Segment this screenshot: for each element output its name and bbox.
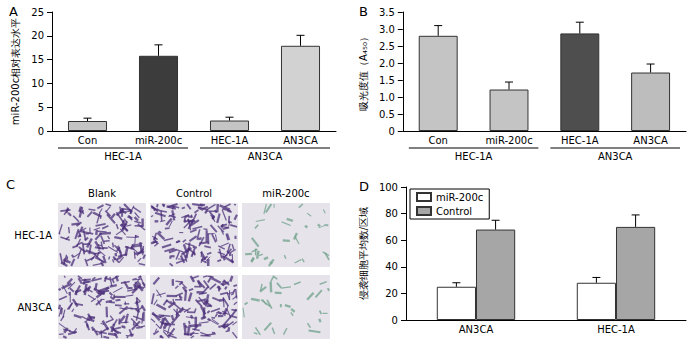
svg-text:20: 20: [31, 30, 44, 41]
svg-text:miR-200c: miR-200c: [485, 135, 532, 146]
svg-text:C: C: [6, 177, 15, 192]
svg-text:AN3CA: AN3CA: [248, 151, 283, 162]
svg-text:25: 25: [31, 7, 44, 18]
svg-text:Blank: Blank: [88, 188, 116, 199]
svg-text:miR-200c相对表达水平: miR-200c相对表达水平: [10, 18, 21, 125]
svg-text:10: 10: [31, 78, 44, 89]
svg-text:2.5: 2.5: [379, 41, 395, 52]
svg-text:Con: Con: [78, 135, 97, 146]
svg-text:AN3CA: AN3CA: [633, 135, 668, 146]
svg-text:0: 0: [392, 315, 398, 326]
svg-text:HEC-1A: HEC-1A: [211, 135, 249, 146]
svg-text:15: 15: [31, 54, 44, 65]
svg-text:60: 60: [385, 235, 398, 246]
svg-text:0.5: 0.5: [379, 109, 395, 120]
svg-text:miR-200c: miR-200c: [262, 188, 309, 199]
svg-text:A: A: [9, 4, 18, 19]
svg-text:Con: Con: [428, 135, 447, 146]
svg-text:侵袭细胞平均数/区域: 侵袭细胞平均数/区域: [358, 207, 369, 300]
svg-text:D: D: [359, 179, 369, 194]
svg-text:HEC-1A: HEC-1A: [597, 324, 635, 335]
svg-text:AN3CA: AN3CA: [459, 324, 494, 335]
svg-text:3.0: 3.0: [379, 24, 395, 35]
svg-text:Control: Control: [176, 188, 212, 199]
svg-text:20: 20: [385, 288, 398, 299]
svg-text:Control: Control: [436, 206, 472, 217]
svg-text:miR-200c: miR-200c: [436, 192, 483, 203]
svg-text:1.5: 1.5: [379, 75, 395, 86]
svg-text:3.5: 3.5: [379, 7, 395, 18]
svg-text:0: 0: [38, 126, 44, 137]
svg-text:HEC-1A: HEC-1A: [14, 230, 52, 241]
svg-text:B: B: [359, 4, 368, 19]
svg-text:80: 80: [385, 208, 398, 219]
svg-text:100: 100: [379, 182, 398, 193]
svg-text:吸光度值（A₄₅₀）: 吸光度值（A₄₅₀）: [358, 32, 369, 111]
svg-text:AN3CA: AN3CA: [598, 151, 633, 162]
svg-text:1.0: 1.0: [379, 92, 395, 103]
svg-text:AN3CA: AN3CA: [283, 135, 318, 146]
svg-text:2.0: 2.0: [379, 58, 395, 69]
svg-text:40: 40: [385, 261, 398, 272]
svg-text:5: 5: [38, 102, 44, 113]
svg-text:HEC-1A: HEC-1A: [104, 151, 142, 162]
svg-text:miR-200c: miR-200c: [135, 135, 182, 146]
svg-text:HEC-1A: HEC-1A: [455, 151, 493, 162]
svg-text:HEC-1A: HEC-1A: [561, 135, 599, 146]
svg-text:0: 0: [388, 126, 394, 137]
svg-text:AN3CA: AN3CA: [17, 302, 52, 313]
